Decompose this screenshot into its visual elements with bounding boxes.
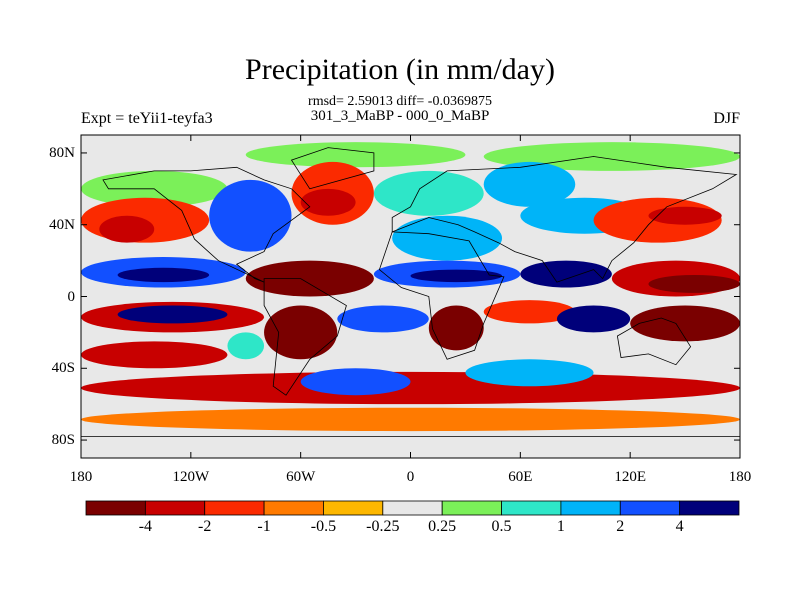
continent-outline — [391, 156, 738, 283]
colorbar-box — [323, 500, 384, 516]
colorbar-box — [382, 500, 443, 516]
x-tick-label: 120W — [172, 469, 210, 485]
field-region — [99, 215, 155, 243]
field-region — [300, 368, 411, 396]
field-region — [648, 274, 740, 293]
colorbar-box — [619, 500, 681, 516]
field-region — [81, 341, 228, 369]
field-region — [81, 436, 740, 458]
field-region — [556, 305, 631, 333]
field-region — [483, 300, 576, 324]
colorbar-label: -2 — [198, 518, 212, 535]
axis-ticks — [80, 135, 741, 458]
continent-outline — [290, 147, 375, 190]
field-region — [81, 371, 740, 405]
y-tick-label: 40N — [49, 216, 75, 233]
field-region — [483, 142, 740, 171]
colorbar-box — [501, 500, 562, 516]
colorbar-box — [441, 500, 502, 516]
field-region — [117, 305, 228, 324]
colorbar-label: -0.5 — [310, 518, 337, 535]
y-tick-label: 80S — [51, 432, 75, 449]
continent-outline — [378, 231, 505, 360]
field-region — [337, 305, 429, 333]
colorbar-label: -1 — [257, 518, 271, 535]
continent-outline — [616, 317, 692, 366]
colorbar-box — [263, 500, 324, 516]
field-region — [245, 260, 374, 297]
field-region — [520, 260, 612, 288]
continent-outline — [81, 436, 740, 458]
field-region — [264, 305, 338, 360]
precip-diff-field — [81, 135, 740, 458]
plot-subtitle: 301_3_MaBP - 000_0_MaBP — [310, 108, 490, 124]
field-region — [209, 179, 292, 252]
colorbar-label: 1 — [556, 518, 565, 535]
colorbar-label: -4 — [138, 518, 153, 535]
plot-title: Precipitation (in mm/day) — [245, 53, 555, 86]
x-tick-label: 120E — [614, 469, 646, 485]
colorbar-label: -0.25 — [366, 518, 400, 535]
colorbar-label: 4 — [675, 518, 684, 535]
y-tick-label: 0 — [67, 288, 76, 305]
y-tick-label: 80N — [49, 144, 75, 161]
x-tick-label: 60W — [286, 469, 316, 485]
y-tick-label: 40S — [51, 360, 75, 377]
land-outline — [81, 147, 740, 458]
season-label: DJF — [713, 110, 740, 127]
continent-outline — [263, 278, 347, 396]
colorbar-box — [560, 500, 621, 516]
colorbar-box — [144, 500, 206, 516]
colorbar-box — [679, 500, 740, 516]
field-region — [117, 267, 210, 283]
field-region — [373, 170, 484, 216]
colorbar-box — [204, 500, 265, 516]
field-region — [245, 142, 466, 168]
experiment-label: Expt = teYii1-teyfa3 — [81, 110, 213, 127]
field-region — [300, 188, 356, 216]
colorbar-label: 2 — [616, 518, 625, 535]
field-region — [410, 269, 503, 283]
stats-line: rmsd= 2.59013 diff= -0.0369875 — [308, 94, 492, 109]
field-region — [465, 359, 594, 387]
x-tick-label: 180 — [69, 469, 93, 485]
colorbar-label: 0.5 — [491, 518, 512, 535]
colorbar — [85, 500, 740, 516]
field-region — [392, 215, 503, 261]
x-tick-label: 180 — [728, 469, 752, 485]
field-region — [81, 407, 740, 432]
colorbar-label: 0.25 — [428, 518, 457, 535]
field-region — [428, 305, 484, 351]
x-tick-label: 60E — [508, 469, 533, 485]
field-region — [648, 206, 722, 225]
colorbar-box — [85, 500, 146, 516]
x-tick-label: 0 — [406, 469, 415, 485]
field-region — [630, 305, 740, 342]
field-region — [483, 161, 576, 207]
field-region — [227, 332, 265, 360]
continent-outline — [102, 166, 311, 283]
